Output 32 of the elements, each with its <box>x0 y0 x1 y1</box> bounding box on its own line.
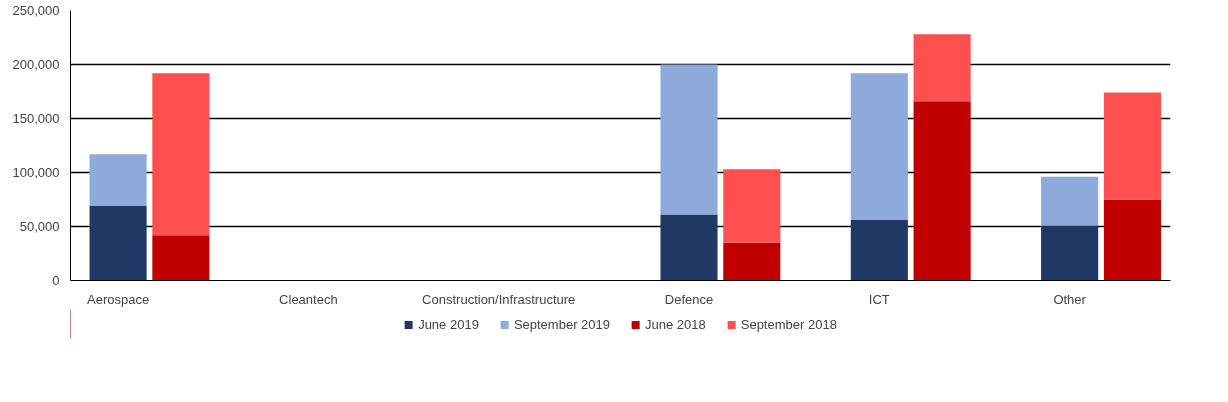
x-tick-label: Construction/Infrastructure <box>422 291 576 307</box>
bar <box>913 34 971 102</box>
legend-label: September 2018 <box>740 316 837 332</box>
bar <box>660 214 718 281</box>
x-tick-label: Other <box>1053 291 1087 307</box>
y-tick-label: 250,000 <box>12 3 60 18</box>
bar <box>1103 92 1161 200</box>
bar <box>152 73 210 236</box>
bar <box>1041 176 1099 226</box>
bar <box>850 73 908 221</box>
bar <box>1041 225 1099 281</box>
x-tick-label: Defence <box>664 291 714 307</box>
bar <box>850 220 908 281</box>
legend-label: September 2019 <box>513 316 610 332</box>
x-tick-label: Cleantech <box>279 291 338 307</box>
bar <box>89 154 147 206</box>
bar <box>89 205 147 281</box>
y-tick-label: 200,000 <box>12 57 60 72</box>
legend-label: June 2018 <box>645 316 706 332</box>
bar <box>723 242 781 281</box>
legend-label: June 2019 <box>418 316 479 332</box>
y-tick-label: 50,000 <box>19 219 60 234</box>
x-tick-label: Aerospace <box>87 291 150 307</box>
bar <box>152 235 210 281</box>
bar <box>660 64 718 215</box>
y-tick-label: 150,000 <box>12 111 60 126</box>
bar <box>723 169 781 243</box>
bar <box>1103 199 1161 281</box>
y-tick-label: 100,000 <box>12 165 60 180</box>
bar <box>913 101 971 281</box>
x-tick-label: ICT <box>868 291 890 307</box>
y-tick-label: 0 <box>52 273 60 288</box>
